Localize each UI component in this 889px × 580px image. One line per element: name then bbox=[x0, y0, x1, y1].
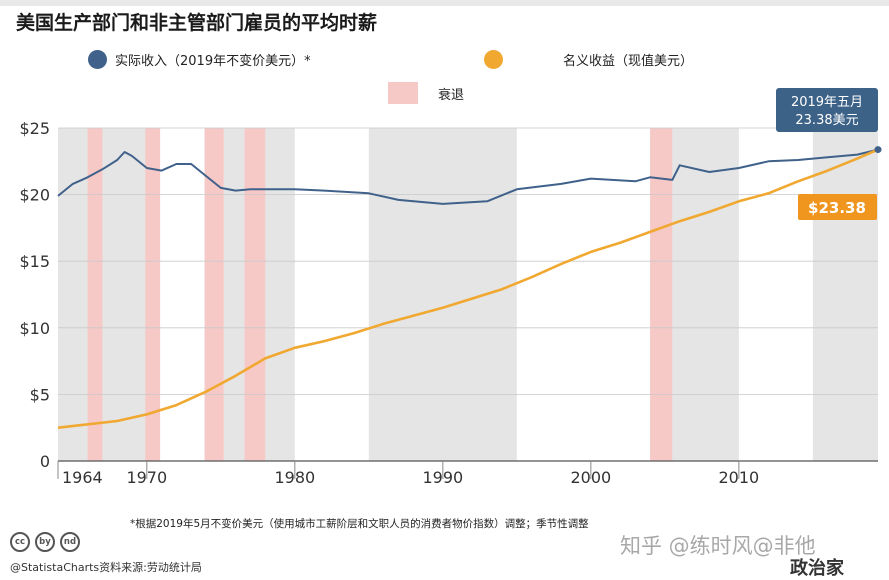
y-tick-label: $10 bbox=[19, 319, 50, 338]
legend-real: 实际收入（2019年不变价美元）* bbox=[88, 50, 311, 69]
legend-recession: 衰退 bbox=[388, 82, 464, 104]
x-tick-label: 1980 bbox=[274, 468, 315, 487]
shaded-period bbox=[812, 128, 878, 461]
y-tick-label: $25 bbox=[19, 119, 50, 138]
shaded-period bbox=[368, 128, 517, 461]
chart-subtitle: 美国生产部门和非主管部门雇员的平均时薪 bbox=[16, 12, 378, 34]
legend-nominal: 名义收益（现值美元） bbox=[484, 50, 693, 69]
y-tick-label: 0 bbox=[40, 452, 50, 471]
cc-icon: cc bbox=[10, 532, 30, 552]
end-value-label: $23.38 bbox=[808, 199, 866, 217]
x-tick-label: 2000 bbox=[570, 468, 611, 487]
recession-band bbox=[244, 128, 266, 461]
y-tick-label: $15 bbox=[19, 252, 50, 271]
top-strip bbox=[0, 0, 889, 6]
legend-nominal-label: 名义收益（现值美元） bbox=[563, 54, 694, 69]
legend-nominal-marker bbox=[484, 50, 503, 69]
recession-band bbox=[145, 128, 161, 461]
recession-band bbox=[650, 128, 673, 461]
license-icons: cc by nd bbox=[10, 532, 80, 552]
end-callout-box bbox=[776, 88, 878, 132]
legend-real-marker bbox=[88, 50, 107, 69]
x-tick-label: 1990 bbox=[422, 468, 463, 487]
footnote: *根据2019年5月不变价美元（使用城市工薪阶层和文职人员的消费者物价指数）调整… bbox=[130, 518, 589, 530]
legend-recession-swatch bbox=[388, 82, 418, 104]
y-tick-label: $20 bbox=[19, 186, 50, 205]
watermark: 知乎 @练时风@非他 bbox=[620, 534, 816, 558]
end-point-marker bbox=[874, 146, 882, 154]
callout-line-1: 2019年五月 bbox=[791, 95, 863, 110]
x-tick-label: 2010 bbox=[719, 468, 760, 487]
x-tick-label: 1964 bbox=[62, 468, 103, 487]
shaded-period bbox=[664, 128, 739, 461]
attribution-icon: by bbox=[35, 532, 55, 552]
wage-line-chart: 0 $5 $10 $15 $20 $25 1964 1970 1980 1990 2000 2010 2… bbox=[19, 88, 882, 487]
y-tick-label: $5 bbox=[30, 385, 50, 404]
source-text: @StatistaCharts资料来源:劳动统计局 bbox=[10, 561, 202, 574]
legend-recession-label: 衰退 bbox=[438, 87, 465, 103]
brand-mark: 政治家 bbox=[790, 558, 844, 579]
end-value-badge bbox=[798, 194, 877, 220]
callout-line-2: 23.38美元 bbox=[795, 113, 858, 128]
nominal-earnings-line bbox=[57, 148, 879, 429]
legend-real-label: 实际收入（2019年不变价美元）* bbox=[115, 54, 311, 69]
recession-band bbox=[204, 128, 224, 461]
no-derivatives-icon: nd bbox=[60, 532, 80, 552]
real-earnings-line bbox=[57, 148, 879, 205]
x-tick-label: 1970 bbox=[126, 468, 167, 487]
recession-band bbox=[87, 128, 103, 461]
